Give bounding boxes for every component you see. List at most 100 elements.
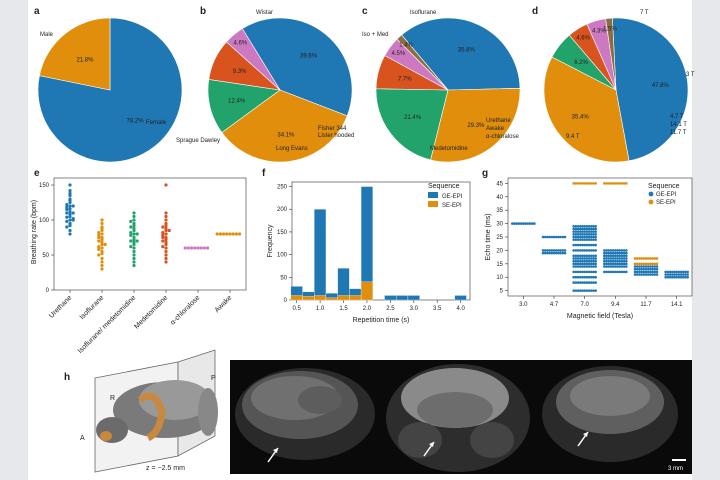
bar-ge-epi <box>396 295 409 301</box>
data-point <box>578 270 582 274</box>
pie-value-b-4: 4.6% <box>234 40 248 46</box>
data-point <box>164 224 168 228</box>
data-point <box>589 230 593 233</box>
data-point <box>594 182 597 185</box>
data-point <box>589 233 593 236</box>
data-point <box>611 257 615 260</box>
data-point <box>574 257 578 260</box>
data-point <box>576 257 580 260</box>
data-point <box>578 227 582 231</box>
scale-bar-label: 3 mm <box>668 466 683 472</box>
data-point <box>655 273 659 276</box>
data-point <box>653 262 657 266</box>
data-point <box>585 182 589 185</box>
data-point <box>576 235 580 239</box>
data-point <box>583 262 586 266</box>
pie-value-b-0: 39.6% <box>300 54 318 60</box>
data-point <box>609 259 613 263</box>
data-point <box>585 227 589 231</box>
data-point <box>581 270 584 274</box>
data-point <box>583 289 586 292</box>
data-point <box>161 225 165 229</box>
data-point <box>625 251 628 255</box>
olfactory-section <box>100 431 112 441</box>
bar-ge-epi <box>384 295 397 301</box>
data-point <box>561 235 565 239</box>
data-point <box>132 232 136 236</box>
data-point <box>68 218 72 222</box>
data-point <box>603 249 606 252</box>
data-point <box>572 262 575 266</box>
legend-swatch <box>428 201 438 207</box>
pie-charts <box>37 17 689 163</box>
pie-category-d-0: 7 T <box>640 10 649 16</box>
orientation-a: A <box>80 435 85 442</box>
x-tick-label: 14.1 <box>671 302 683 308</box>
pie-value-a-0: 78.2% <box>127 119 145 125</box>
data-point <box>592 275 595 279</box>
data-point <box>132 246 136 250</box>
data-point <box>594 257 597 260</box>
y-tick-label: 150 <box>39 183 50 189</box>
data-point <box>589 254 593 258</box>
data-point <box>668 273 672 276</box>
data-point <box>640 265 643 268</box>
data-point <box>581 249 584 252</box>
pie-category-d-1: 9.4 T <box>566 134 580 140</box>
data-point <box>677 273 681 276</box>
data-point <box>71 218 75 222</box>
data-point <box>557 249 560 252</box>
data-point <box>640 257 643 260</box>
data-point <box>607 182 611 185</box>
data-point <box>574 238 578 241</box>
data-point <box>585 233 589 236</box>
data-point <box>585 270 589 274</box>
data-point <box>609 251 613 255</box>
data-point <box>576 249 580 252</box>
data-point <box>572 254 575 258</box>
data-point <box>581 262 584 266</box>
data-point <box>670 273 674 276</box>
data-point <box>576 238 580 241</box>
data-point <box>592 281 595 284</box>
data-point <box>620 182 624 185</box>
data-point <box>677 270 681 274</box>
data-point <box>100 242 104 247</box>
data-point <box>100 256 104 261</box>
panel-letter-d: d <box>532 6 538 17</box>
data-point <box>644 265 648 268</box>
data-point <box>578 235 582 239</box>
data-point <box>625 249 628 252</box>
data-point <box>587 270 591 274</box>
data-point <box>68 232 72 236</box>
data-point <box>638 262 641 266</box>
data-point <box>578 249 582 252</box>
data-point <box>581 235 584 239</box>
data-point <box>583 281 586 284</box>
pie-category-d-5: 3 T <box>686 72 695 78</box>
data-point <box>642 273 646 276</box>
data-point <box>587 235 591 239</box>
data-point <box>618 262 622 266</box>
data-point <box>616 259 619 263</box>
y-tick-label: 5 <box>500 289 504 295</box>
data-point <box>578 230 582 233</box>
data-point <box>681 273 685 276</box>
data-point <box>574 262 578 266</box>
data-point <box>646 262 650 266</box>
data-point <box>666 273 670 276</box>
data-point <box>673 270 676 274</box>
data-point <box>583 230 586 233</box>
data-point <box>609 265 613 268</box>
data-point <box>642 257 646 260</box>
pie-value-d-1: 35.4% <box>572 115 590 121</box>
data-point <box>572 224 575 228</box>
data-point <box>603 257 606 260</box>
data-point <box>576 275 580 279</box>
data-point <box>611 262 615 266</box>
data-point <box>605 270 608 274</box>
data-point <box>655 270 659 274</box>
data-point <box>583 243 586 247</box>
data-point <box>618 251 622 255</box>
data-point <box>655 257 659 260</box>
